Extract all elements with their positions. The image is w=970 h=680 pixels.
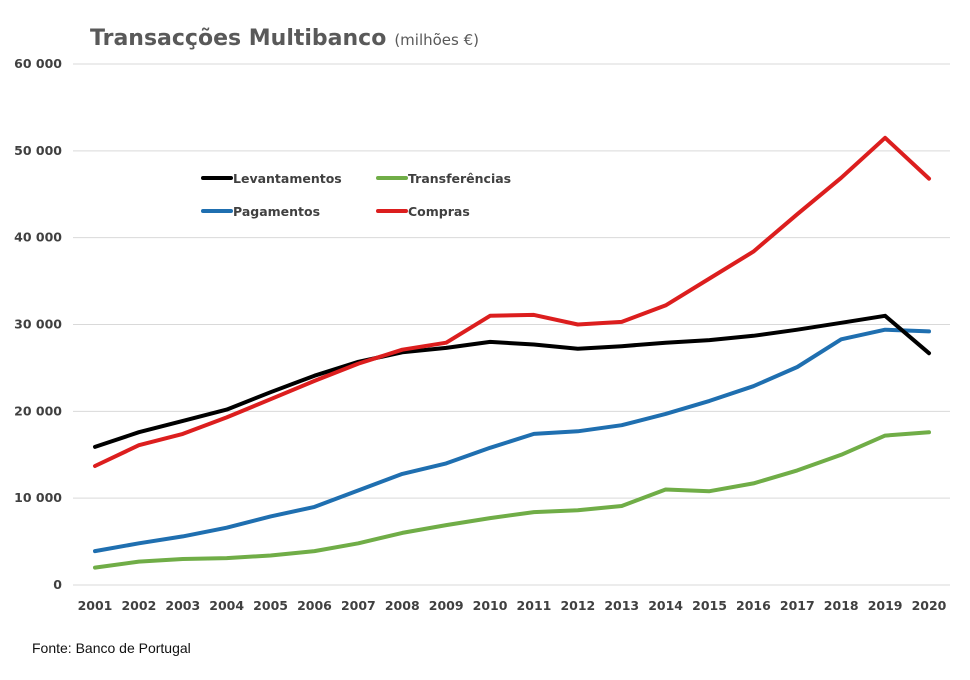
x-tick-label: 2002 [121,598,156,613]
y-tick-label: 0 [53,577,62,592]
legend-label: Compras [408,204,470,219]
legend-label: Pagamentos [233,204,320,219]
y-tick-label: 10 000 [14,490,62,505]
y-tick-label: 30 000 [14,317,62,332]
x-tick-label: 2011 [517,598,552,613]
y-axis-ticks: 0 10 000 20 000 30 000 40 000 50 000 60 000 [14,56,62,592]
x-tick-label: 2010 [473,598,508,613]
x-tick-label: 2018 [824,598,859,613]
legend-label: Transferências [408,171,511,186]
x-tick-label: 2016 [736,598,771,613]
y-tick-label: 50 000 [14,143,62,158]
x-axis-ticks: 2001 2002 2003 2004 2005 2006 2007 2008 2009 2010… [78,598,947,613]
x-tick-label: 2017 [780,598,815,613]
x-tick-label: 2001 [78,598,113,613]
y-tick-label: 40 000 [14,230,62,245]
series-line-transferencias [93,430,931,570]
legend-item-levantamentos: Levantamentos [201,171,342,186]
x-tick-label: 2006 [297,598,332,613]
x-tick-label: 2003 [165,598,200,613]
chart-title: Transacções Multibanco (milhões €) [90,26,479,51]
x-tick-label: 2013 [604,598,639,613]
y-tick-label: 20 000 [14,403,62,418]
x-tick-label: 2019 [868,598,903,613]
series-line-pagamentos [93,327,931,554]
x-tick-label: 2014 [648,598,683,613]
source-note: Fonte: Banco de Portugal [32,640,191,656]
series-line-levantamentos [93,313,931,449]
x-tick-label: 2015 [692,598,727,613]
x-tick-label: 2020 [912,598,947,613]
series-line-compras [93,135,931,468]
legend-item-pagamentos: Pagamentos [201,204,320,219]
y-tick-label: 60 000 [14,56,62,71]
legend-label: Levantamentos [233,171,342,186]
x-tick-label: 2012 [560,598,595,613]
legend-item-transferencias: Transferências [376,171,511,186]
legend: Levantamentos Transferências Pagamentos Com… [201,171,511,219]
x-tick-label: 2008 [385,598,420,613]
x-tick-label: 2007 [341,598,376,613]
x-tick-label: 2009 [429,598,464,613]
x-tick-label: 2004 [209,598,244,613]
legend-item-compras: Compras [376,204,470,219]
x-tick-label: 2005 [253,598,288,613]
series-lines [93,135,931,570]
